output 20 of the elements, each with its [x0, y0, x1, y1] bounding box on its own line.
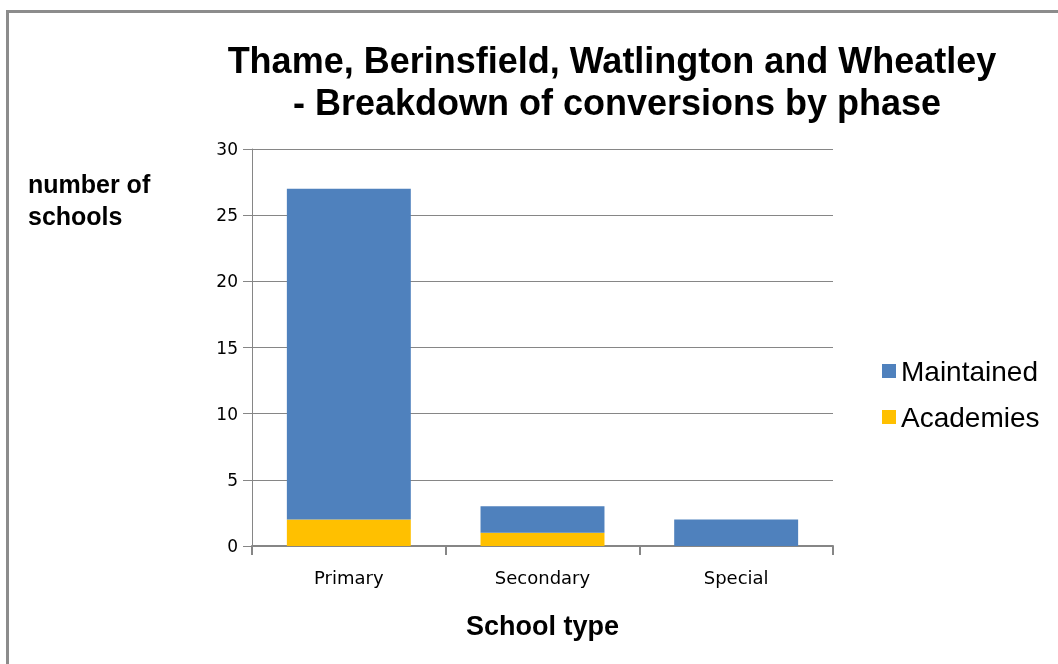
- y-tick-label: 10: [216, 403, 238, 424]
- x-tick-label: Primary: [314, 566, 384, 588]
- bar: [286, 519, 411, 546]
- legend-label: Academies: [901, 401, 1040, 433]
- y-axis-title: number of schools: [28, 170, 158, 230]
- y-tick-label: 20: [216, 271, 238, 292]
- bar: [286, 188, 411, 520]
- y-tick-label: 15: [216, 337, 238, 358]
- y-tick-label: 5: [227, 469, 238, 490]
- x-axis-title: School type: [465, 610, 620, 641]
- chart-title: Thame, Berinsfield, Watlington and Wheatley - Breakdown of conversions by phase: [227, 39, 1007, 123]
- y-tick-label: 25: [216, 205, 238, 226]
- x-tick-label: Secondary: [494, 566, 591, 588]
- bar: [674, 519, 799, 546]
- x-tick-label: Special: [703, 566, 769, 588]
- bar: [480, 532, 605, 546]
- y-tick-label: 0: [227, 536, 238, 556]
- y-tick-label: 30: [216, 139, 238, 159]
- bar: [480, 506, 605, 533]
- legend-label: Maintained: [901, 355, 1038, 387]
